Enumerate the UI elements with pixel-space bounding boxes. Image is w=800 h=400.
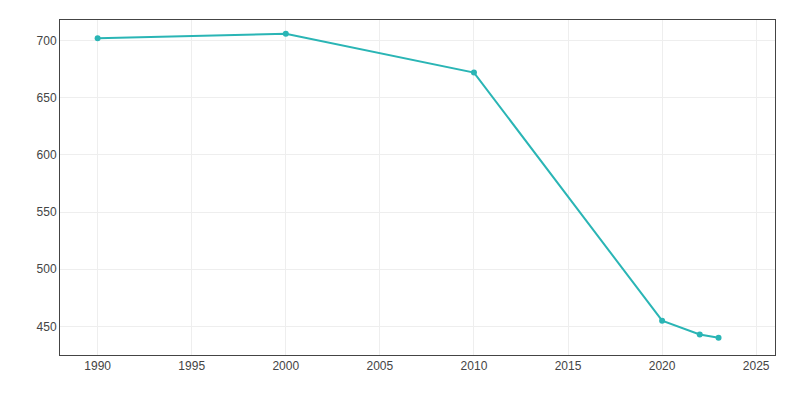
- svg-text:2000: 2000: [272, 359, 299, 373]
- svg-text:2025: 2025: [743, 359, 770, 373]
- svg-text:1990: 1990: [84, 359, 111, 373]
- svg-text:2020: 2020: [649, 359, 676, 373]
- svg-text:450: 450: [37, 320, 57, 334]
- svg-text:700: 700: [37, 34, 57, 48]
- svg-text:550: 550: [37, 205, 57, 219]
- svg-text:2005: 2005: [367, 359, 394, 373]
- svg-text:1995: 1995: [178, 359, 205, 373]
- svg-text:2010: 2010: [461, 359, 488, 373]
- svg-text:600: 600: [37, 148, 57, 162]
- svg-text:2015: 2015: [555, 359, 582, 373]
- svg-text:500: 500: [37, 262, 57, 276]
- svg-text:650: 650: [37, 91, 57, 105]
